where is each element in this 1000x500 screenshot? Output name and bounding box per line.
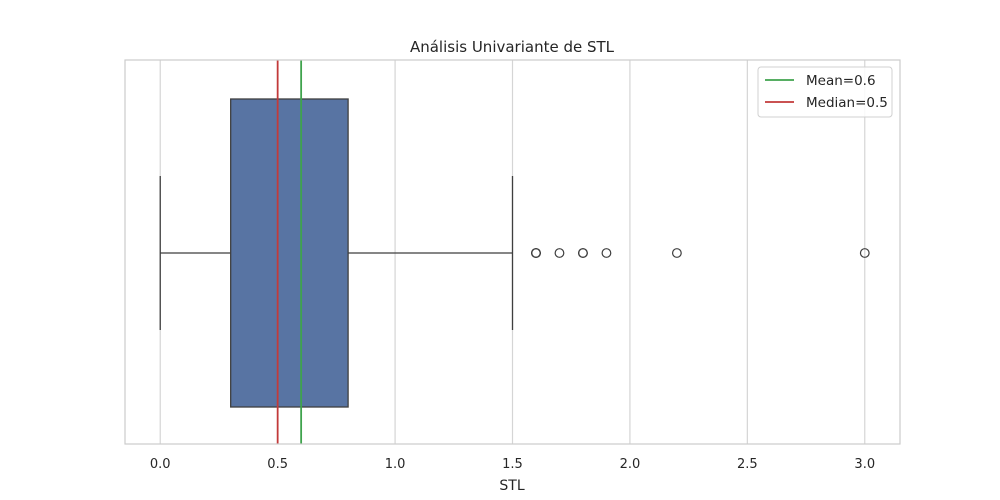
box-plot: [159, 98, 514, 408]
outlier-point: [578, 248, 588, 258]
x-tick-label: 2.5: [737, 457, 758, 472]
x-tick-label: 2.0: [620, 457, 641, 472]
reference-lines: [276, 60, 303, 444]
chart-title: Análisis Univariante de STL: [410, 38, 615, 56]
outlier-point: [531, 248, 541, 258]
legend-label: Median=0.5: [806, 95, 888, 111]
outlier-point: [601, 248, 612, 258]
outlier-point: [859, 248, 870, 258]
legend: Mean=0.6 Median=0.5: [757, 66, 893, 118]
x-tick-label: 1.0: [385, 457, 406, 472]
outlier-point: [671, 248, 682, 258]
interquartile-box: [230, 98, 349, 408]
legend-label: Mean=0.6: [806, 73, 876, 89]
x-axis-ticks: 0.0 0.5 1.0 1.5 2.0 2.5 3.0: [150, 457, 875, 472]
x-axis-label: STL: [499, 478, 524, 494]
outlier-point: [554, 248, 565, 258]
plot-frame: [124, 59, 901, 445]
x-tick-label: 1.5: [502, 457, 523, 472]
outlier-points: [531, 248, 870, 258]
x-tick-label: 3.0: [854, 457, 875, 472]
x-tick-label: 0.0: [150, 457, 171, 472]
x-tick-label: 0.5: [267, 457, 288, 472]
